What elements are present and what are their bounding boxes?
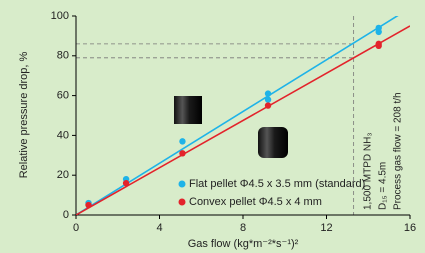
annotation: Process gas flow = 208 t/h bbox=[393, 92, 404, 210]
x-tick-label: 8 bbox=[240, 222, 246, 234]
data-point bbox=[375, 43, 381, 49]
x-tick-label: 12 bbox=[320, 222, 332, 234]
data-point bbox=[265, 102, 271, 108]
legend-marker bbox=[179, 199, 186, 206]
legend-label: Flat pellet Φ4.5 x 3.5 mm (standard) bbox=[189, 178, 365, 190]
data-point bbox=[85, 202, 91, 208]
x-axis-label: Gas flow (kg*m⁻²*s⁻¹)² bbox=[188, 238, 299, 250]
data-point bbox=[179, 150, 185, 156]
annotation: D₁₅ = 4.5m bbox=[378, 162, 389, 210]
y-tick-label: 60 bbox=[57, 90, 69, 102]
y-tick-label: 40 bbox=[57, 129, 69, 141]
x-tick-label: 0 bbox=[73, 222, 79, 234]
y-tick-label: 100 bbox=[51, 10, 69, 22]
chart: Relative pressure drop, % Gas flow (kg*m… bbox=[0, 0, 425, 253]
data-point bbox=[375, 29, 381, 35]
x-tick-label: 16 bbox=[404, 222, 416, 234]
legend-label: Convex pellet Φ4.5 x 4 mm bbox=[189, 196, 322, 208]
annotation: 1,500 MTPD NH₃ bbox=[363, 133, 374, 210]
data-point bbox=[265, 96, 271, 102]
x-tick-label: 4 bbox=[156, 222, 162, 234]
y-tick-label: 20 bbox=[57, 169, 69, 181]
legend-marker bbox=[179, 181, 186, 188]
y-axis-label: Relative pressure drop, % bbox=[18, 52, 30, 179]
data-point bbox=[179, 138, 185, 144]
y-tick-label: 80 bbox=[57, 50, 69, 62]
y-tick-label: 0 bbox=[63, 209, 69, 221]
data-point bbox=[265, 90, 271, 96]
convex-pellet-icon bbox=[258, 127, 288, 158]
flat-pellet-icon bbox=[174, 96, 202, 124]
data-point bbox=[123, 180, 129, 186]
